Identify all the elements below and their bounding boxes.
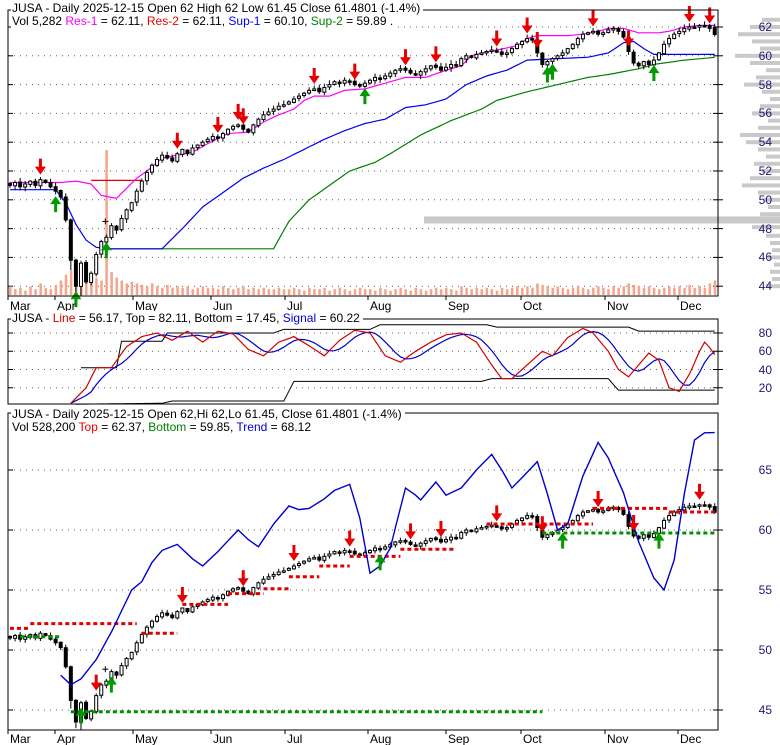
x-axis-month-label: Mar (10, 732, 31, 745)
x-axis-month-label: May (135, 299, 158, 313)
panel2-gridlines (8, 332, 723, 389)
panel3-trend-line (60, 431, 715, 686)
y-axis-tick-label: 50 (758, 192, 772, 207)
panel1-gridlines (8, 26, 723, 287)
panel3-legend-part: = 62.37, (97, 420, 149, 434)
panel2-border (7, 318, 719, 405)
panel2-indicator-legend: JUSA - Line = 56.17, Top = 82.11, Bottom… (11, 311, 363, 325)
x-axis-month-label: Oct (523, 732, 542, 745)
x-axis-month-label: Sep (448, 732, 470, 745)
x-axis-month-label: Apr (57, 299, 76, 313)
y-axis-tick-label: 20 (758, 380, 772, 395)
panel3-legend-part: Trend (236, 420, 268, 434)
panel1-legend-part: = 59.89 . (342, 14, 394, 28)
y-axis-tick-label: 40 (758, 362, 772, 377)
y-axis-tick-label: 45 (758, 703, 772, 717)
month-axis (7, 296, 679, 300)
panel3-legend-part: Vol 528,200 (12, 420, 79, 434)
x-axis-month-label: Nov (607, 732, 629, 745)
x-axis-month-label: Oct (523, 299, 542, 313)
y-axis-tick-label: 60 (758, 523, 772, 537)
panel2-legend-part: Line (52, 311, 76, 325)
panel1-legend-part: Vol 5,282 (12, 14, 66, 28)
panel1-overlay-lines (10, 24, 715, 250)
y-axis-tick-label: 56 (758, 106, 772, 121)
y-axis-tick-label: 80 (758, 326, 772, 340)
volume-by-price-profile (424, 17, 780, 289)
panel1-indicator-legend: Vol 5,282 Res-1 = 62.11, Res-2 = 62.11, … (11, 14, 397, 28)
panel3-support-resistance-segments (10, 506, 715, 714)
panel1-legend-part: = 62.11, (97, 14, 147, 28)
y-axis-tick-label: 58 (758, 77, 772, 92)
y-axis-tick-label: 52 (758, 164, 772, 178)
panel3-legend-part: Top (78, 420, 98, 434)
y-axis-tick-label: 54 (758, 135, 772, 150)
y-axis-tick-label: 60 (758, 48, 772, 63)
y-axis-tick-label: 62 (758, 20, 772, 34)
x-axis-month-label: Mar (10, 299, 31, 313)
y-axis-tick-label: 60 (758, 344, 772, 359)
panel1-legend-part: Res-1 (65, 14, 98, 28)
y-axis-tick-label: 48 (758, 221, 772, 236)
x-axis-month-label: Jun (213, 732, 233, 745)
panel1-volume-bars (9, 150, 717, 295)
panel3-gridlines (8, 469, 723, 711)
x-axis-month-label: Aug (370, 299, 392, 313)
panel1-border (7, 9, 719, 297)
panel1-legend-part: = 62.11, (178, 14, 229, 28)
panel1-legend-part: Res-2 (146, 14, 179, 28)
panel2-oscillator-lines (70, 324, 716, 405)
panel1-candlesticks (8, 21, 717, 296)
panel3-legend-part: Bottom (148, 420, 187, 434)
y-axis-tick-label: 46 (758, 250, 772, 265)
x-axis-month-label: Dec (680, 732, 702, 745)
panel3-indicator-legend: Vol 528,200 Top = 62.37, Bottom = 59.85,… (11, 420, 315, 434)
panel1-signal-arrows (34, 6, 716, 308)
x-axis-month-label: Jun (213, 299, 233, 313)
panel3-signal-arrows (75, 483, 706, 724)
x-axis-month-label: Dec (680, 299, 702, 313)
panel1-title: JUSA - Daily 2025-12-15 Open 62 High 62 … (11, 1, 424, 15)
x-axis-month-label: Jul (287, 732, 303, 745)
x-axis-month-label: Aug (370, 732, 392, 745)
x-axis-month-label: Nov (607, 299, 629, 313)
panel1-legend-part: Sup-1 (228, 14, 261, 28)
panel2-legend-part: Signal (282, 311, 317, 325)
y-axis-tick-label: 55 (758, 583, 772, 597)
y-axis-tick-label: 50 (758, 643, 772, 657)
panel1-legend-part: Sup-2 (310, 14, 343, 28)
panel3-legend-part: = 59.85, (186, 420, 237, 434)
y-axis-tick-label: 44 (758, 279, 772, 294)
panel2-legend-part: = 56.17, Top = 82.11, Bottom = 17.45, (75, 311, 283, 325)
panel2-legend-part: = 60.22 (316, 311, 360, 325)
month-axis (7, 730, 679, 734)
panel2-legend-part: JUSA - (12, 311, 53, 325)
panel3-legend-part: = 68.12 (267, 420, 312, 434)
x-axis-month-label: May (135, 732, 158, 745)
x-axis-month-label: Apr (57, 732, 76, 745)
panel1-legend-part: = 60.10, (260, 14, 311, 28)
y-axis-tick-label: 65 (758, 463, 772, 477)
x-axis-month-label: Sep (448, 299, 470, 313)
x-axis-month-label: Jul (287, 299, 303, 313)
panel3-title: JUSA - Daily 2025-12-15 Open 62,Hi 62,Lo… (11, 407, 405, 421)
